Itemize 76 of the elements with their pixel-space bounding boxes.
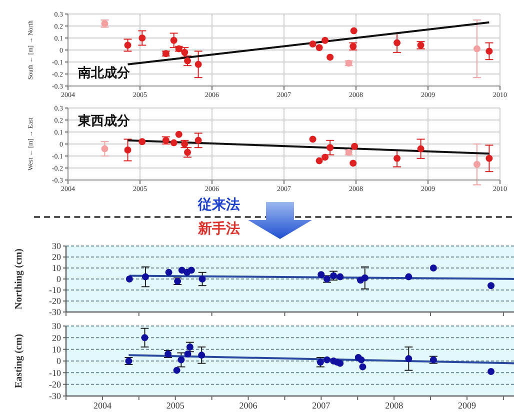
point (188, 266, 195, 274)
point (361, 274, 368, 282)
point (198, 276, 206, 282)
point (394, 154, 401, 162)
point (142, 273, 149, 280)
point (350, 27, 358, 34)
point (126, 276, 133, 282)
y-tick-label: 0 (56, 356, 62, 366)
point (417, 145, 424, 152)
x-tick-label: 2004 (93, 400, 112, 410)
point (336, 360, 344, 367)
x-tick-label: 2009 (458, 400, 476, 410)
y-tick-label: 20 (52, 332, 62, 343)
point (405, 355, 412, 362)
point (323, 356, 330, 364)
y-tick-label: -30 (49, 391, 62, 402)
point (178, 356, 185, 364)
text: 従来法 (198, 196, 240, 214)
y-tick-label: -20 (49, 296, 62, 306)
x-tick-label: 2007 (312, 400, 331, 410)
y-tick-label: -10 (49, 285, 62, 296)
point (173, 366, 180, 374)
point (318, 271, 325, 278)
point (358, 356, 365, 364)
point (359, 363, 366, 370)
text: 新手法 (198, 220, 240, 238)
x-tick-label: 2008 (385, 400, 404, 410)
point (124, 146, 132, 154)
y-tick-label: 20 (52, 252, 62, 262)
point (326, 144, 334, 152)
point (322, 154, 329, 161)
point (394, 39, 401, 46)
y-tick-label: 10 (52, 263, 62, 274)
point (430, 264, 437, 272)
point (350, 160, 357, 167)
point (488, 368, 495, 375)
y-tick-label: 30 (52, 241, 62, 252)
y-tick-label: 30 (52, 321, 62, 332)
point (405, 273, 412, 280)
point (309, 136, 316, 143)
point (351, 142, 358, 150)
point (322, 36, 329, 44)
point (194, 136, 202, 144)
annotation: 東西成分 (78, 113, 130, 130)
point (170, 139, 178, 146)
point (473, 45, 480, 52)
point (309, 40, 316, 48)
point (138, 34, 146, 42)
point (138, 138, 146, 146)
point (473, 160, 480, 168)
point (316, 157, 323, 164)
y-axis-title: Easting (cm) (14, 334, 25, 388)
y-tick-label: -10 (49, 368, 62, 378)
point (124, 42, 132, 49)
point (486, 48, 493, 55)
y-tick-label: 10 (52, 344, 62, 355)
point (170, 36, 178, 44)
y-tick-label: -20 (49, 380, 62, 390)
point (165, 268, 172, 276)
point (194, 60, 202, 68)
point (175, 130, 182, 138)
annotation: 南北成分 (78, 65, 130, 82)
point (488, 282, 495, 290)
point (198, 352, 206, 359)
point (101, 145, 108, 152)
x-tick-label: 2006 (239, 400, 258, 410)
y-axis-title: Northing (cm) (14, 248, 25, 310)
point (184, 350, 192, 358)
x-tick-label: 2005 (166, 400, 185, 410)
y-tick-label: -30 (49, 307, 62, 318)
point (316, 44, 323, 52)
point (336, 273, 344, 280)
point (486, 154, 493, 162)
point (326, 54, 334, 61)
point (141, 334, 148, 342)
y-tick-label: 0 (56, 274, 62, 284)
